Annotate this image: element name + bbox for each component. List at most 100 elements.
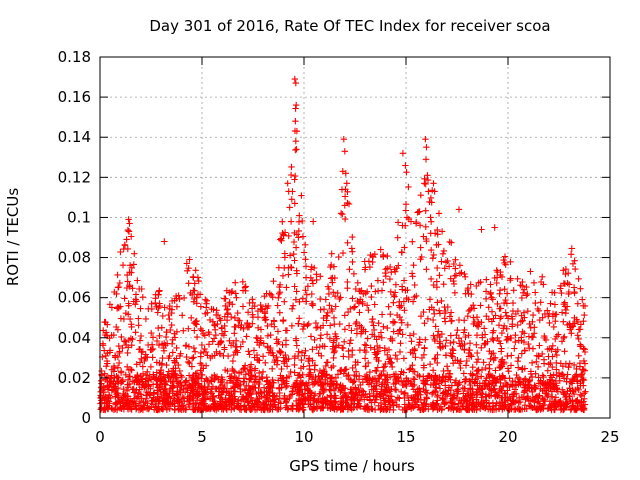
data-point bbox=[292, 172, 299, 180]
data-point bbox=[436, 385, 444, 392]
data-point bbox=[134, 277, 141, 284]
data-point bbox=[231, 384, 238, 391]
data-point bbox=[554, 346, 561, 353]
data-point bbox=[400, 355, 408, 362]
data-point bbox=[188, 363, 196, 370]
data-point bbox=[520, 338, 528, 346]
data-point bbox=[485, 381, 492, 388]
data-point bbox=[137, 305, 144, 312]
data-point bbox=[420, 364, 427, 371]
data-point bbox=[239, 338, 246, 346]
data-point bbox=[580, 406, 587, 413]
data-point bbox=[193, 333, 201, 341]
data-point bbox=[351, 372, 358, 379]
data-point bbox=[434, 264, 441, 272]
data-point bbox=[337, 388, 344, 396]
data-point bbox=[139, 363, 146, 370]
data-point bbox=[262, 317, 269, 324]
data-point bbox=[427, 194, 435, 202]
data-point bbox=[135, 315, 142, 322]
data-point bbox=[410, 262, 417, 269]
data-point bbox=[136, 285, 143, 293]
data-point bbox=[466, 340, 474, 347]
data-point bbox=[338, 403, 346, 410]
y-tick-label: 0.06 bbox=[58, 289, 91, 307]
data-point bbox=[479, 334, 486, 341]
data-point bbox=[139, 348, 146, 355]
data-point bbox=[171, 406, 178, 413]
data-point bbox=[371, 301, 378, 308]
data-point bbox=[536, 342, 543, 349]
data-point bbox=[363, 342, 370, 349]
data-point bbox=[248, 305, 256, 312]
data-point bbox=[494, 300, 501, 308]
data-point bbox=[110, 362, 118, 370]
data-point bbox=[385, 303, 392, 310]
data-point bbox=[507, 395, 514, 402]
data-point bbox=[581, 390, 588, 397]
data-point bbox=[329, 380, 336, 387]
data-point bbox=[546, 345, 553, 352]
data-point bbox=[295, 406, 302, 413]
data-point bbox=[332, 344, 339, 351]
data-point bbox=[117, 380, 125, 387]
data-point bbox=[308, 290, 315, 298]
data-point bbox=[364, 288, 371, 295]
data-point bbox=[243, 382, 250, 389]
data-point bbox=[111, 374, 118, 381]
data-point bbox=[122, 391, 129, 399]
data-point bbox=[330, 354, 337, 362]
data-point bbox=[280, 354, 287, 361]
data-point bbox=[264, 343, 271, 350]
data-point bbox=[184, 358, 192, 366]
data-point bbox=[123, 341, 130, 349]
data-point bbox=[148, 341, 156, 348]
data-point bbox=[316, 343, 323, 351]
data-point bbox=[229, 357, 237, 365]
data-point bbox=[394, 394, 402, 401]
data-point bbox=[509, 307, 517, 315]
data-point bbox=[466, 347, 473, 354]
data-point bbox=[525, 381, 532, 388]
data-point bbox=[308, 300, 315, 307]
data-point bbox=[284, 180, 291, 187]
data-point bbox=[114, 364, 122, 371]
data-point bbox=[202, 362, 210, 369]
data-point bbox=[287, 171, 295, 179]
data-point bbox=[317, 306, 324, 313]
data-point bbox=[498, 329, 506, 337]
data-point bbox=[239, 287, 247, 294]
data-point bbox=[424, 172, 431, 179]
data-point bbox=[374, 364, 381, 371]
data-point bbox=[553, 372, 560, 379]
data-point bbox=[344, 278, 351, 286]
data-point bbox=[222, 295, 229, 302]
data-point bbox=[352, 391, 360, 399]
data-point bbox=[301, 352, 308, 359]
data-point bbox=[279, 341, 286, 348]
data-point bbox=[135, 377, 143, 385]
data-point bbox=[288, 305, 296, 312]
data-point bbox=[391, 386, 399, 393]
data-point bbox=[369, 331, 376, 338]
data-point bbox=[180, 402, 187, 409]
data-point bbox=[565, 270, 572, 277]
data-point bbox=[487, 355, 494, 362]
data-point bbox=[423, 144, 430, 151]
data-point bbox=[566, 360, 573, 367]
data-point bbox=[147, 363, 155, 370]
data-point bbox=[528, 359, 536, 366]
data-point bbox=[579, 296, 586, 303]
data-point bbox=[211, 321, 218, 329]
data-point bbox=[395, 262, 402, 269]
data-point bbox=[328, 401, 336, 408]
data-point bbox=[163, 390, 171, 398]
data-point bbox=[473, 359, 480, 366]
data-point bbox=[562, 310, 569, 317]
data-point bbox=[462, 393, 469, 400]
data-point bbox=[246, 299, 253, 307]
data-point bbox=[531, 330, 538, 337]
data-point bbox=[291, 200, 298, 207]
data-point bbox=[400, 298, 408, 305]
data-point bbox=[449, 350, 456, 357]
